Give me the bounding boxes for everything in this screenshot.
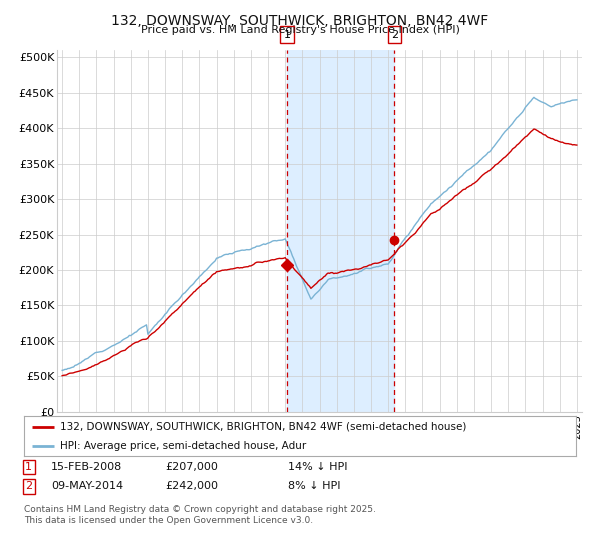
Text: 132, DOWNSWAY, SOUTHWICK, BRIGHTON, BN42 4WF: 132, DOWNSWAY, SOUTHWICK, BRIGHTON, BN42… [112,14,488,28]
Text: Price paid vs. HM Land Registry's House Price Index (HPI): Price paid vs. HM Land Registry's House … [140,25,460,35]
Text: 15-FEB-2008: 15-FEB-2008 [51,462,122,472]
Text: £242,000: £242,000 [165,481,218,491]
Text: £207,000: £207,000 [165,462,218,472]
Text: 8% ↓ HPI: 8% ↓ HPI [288,481,341,491]
Text: 1: 1 [25,462,32,472]
Text: 1: 1 [284,30,291,40]
Text: 132, DOWNSWAY, SOUTHWICK, BRIGHTON, BN42 4WF (semi-detached house): 132, DOWNSWAY, SOUTHWICK, BRIGHTON, BN42… [60,422,466,432]
Bar [287,50,394,412]
Text: Contains HM Land Registry data © Crown copyright and database right 2025.
This d: Contains HM Land Registry data © Crown c… [24,505,376,525]
Text: HPI: Average price, semi-detached house, Adur: HPI: Average price, semi-detached house,… [60,441,306,450]
Text: 2: 2 [391,30,398,40]
Text: 14% ↓ HPI: 14% ↓ HPI [288,462,347,472]
Text: 2: 2 [25,481,32,491]
Text: 09-MAY-2014: 09-MAY-2014 [51,481,123,491]
